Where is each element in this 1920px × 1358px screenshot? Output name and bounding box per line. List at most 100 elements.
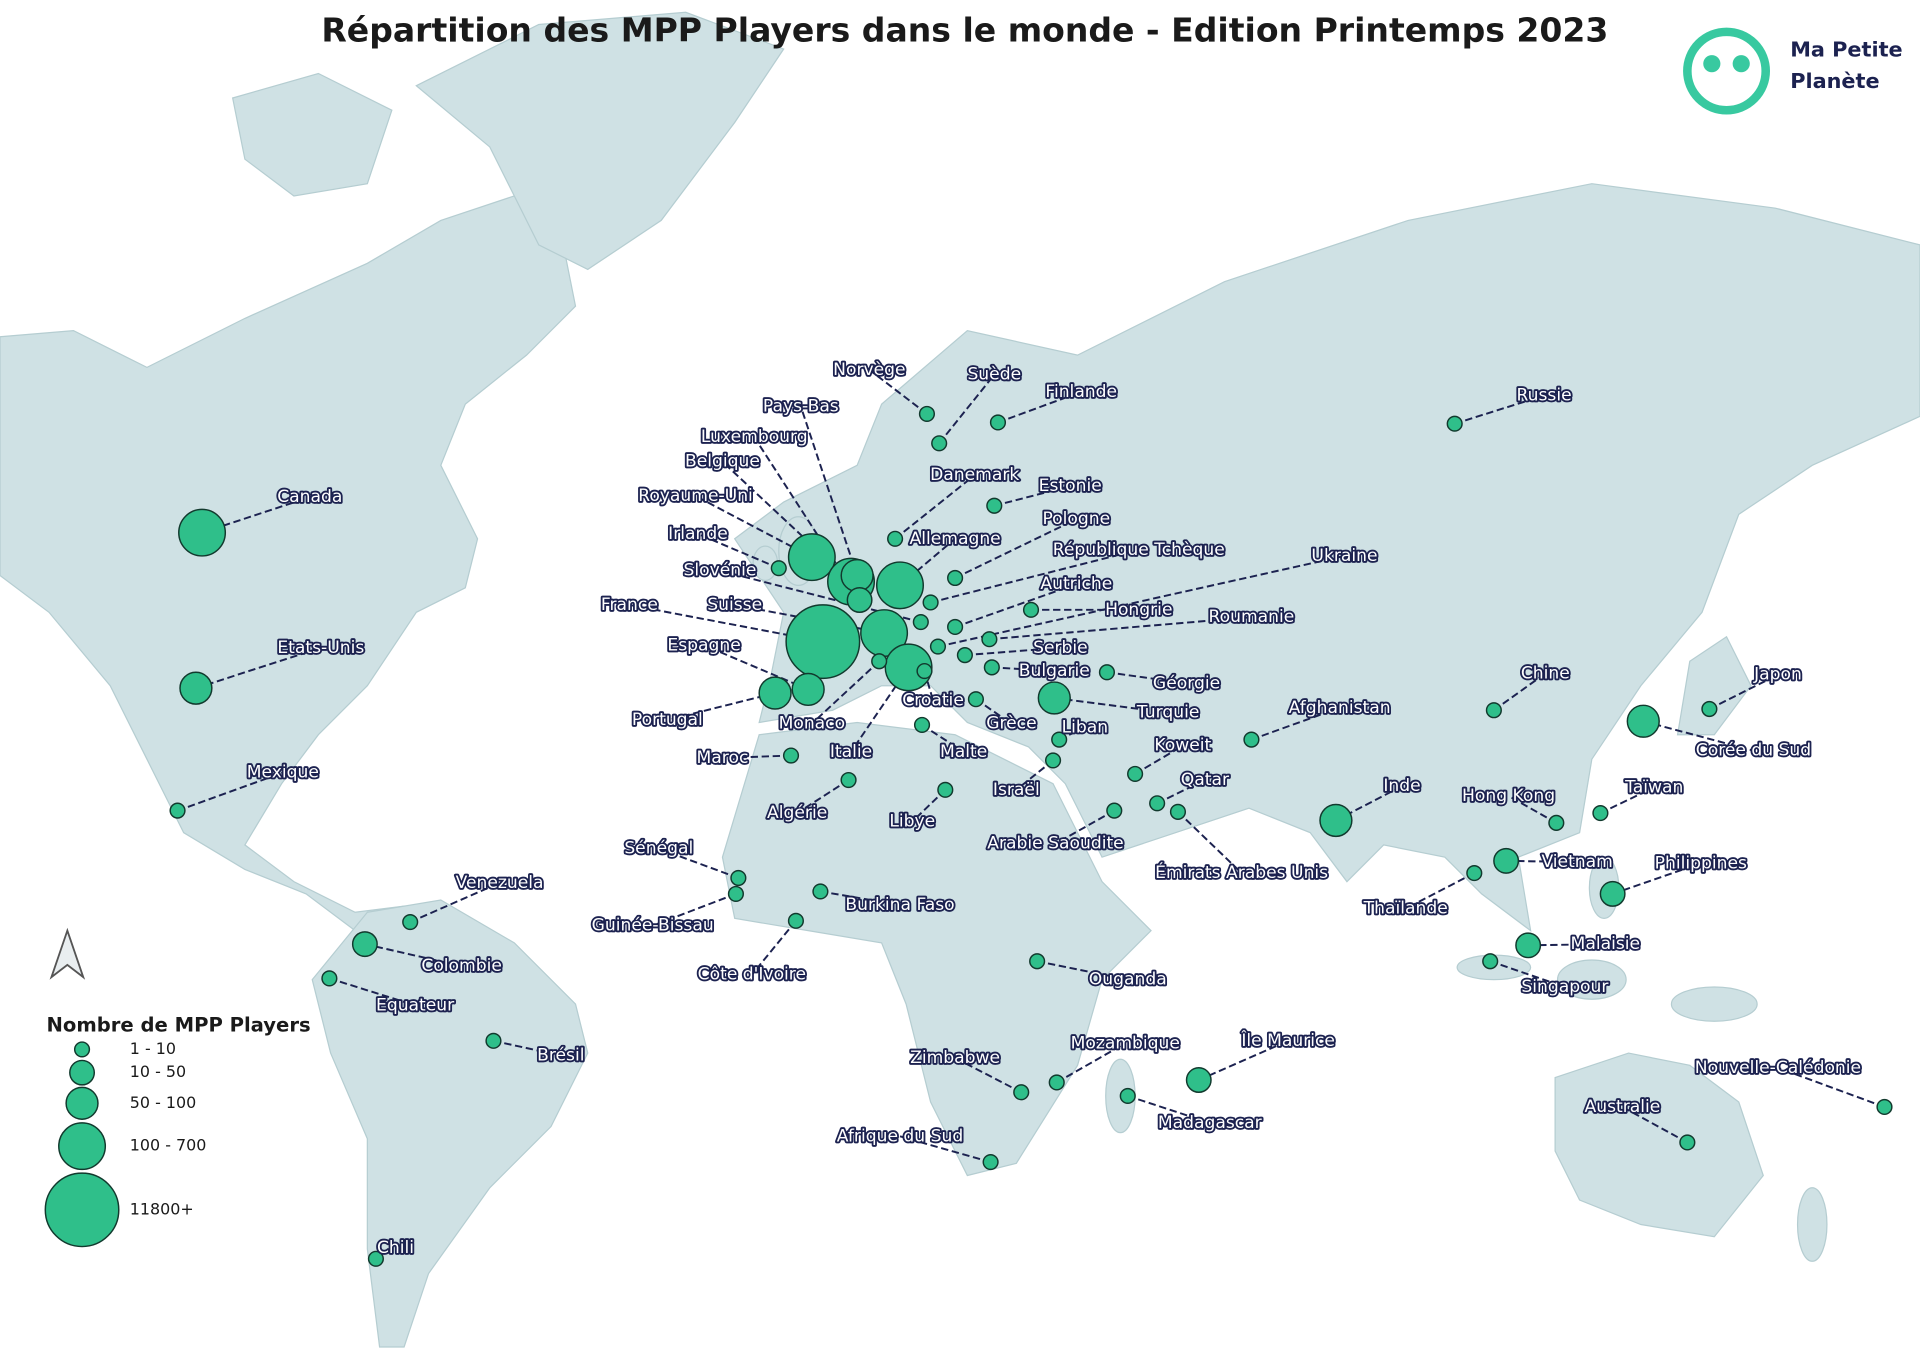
country-label: Canada (277, 487, 342, 507)
leader-line (954, 1057, 1022, 1094)
country-marker (912, 613, 929, 631)
country-label: Vietnam (1541, 852, 1612, 872)
country-label: Inde (1383, 776, 1420, 796)
leader-line (734, 603, 885, 635)
country-marker (918, 405, 936, 422)
country-label: Algérie (767, 803, 827, 823)
leader-lines (177, 369, 1885, 1260)
country-label: Luxembourg (701, 427, 808, 447)
country-label: Sénégal (624, 839, 693, 859)
country-marker (1048, 1074, 1065, 1091)
country-label: Autriche (1040, 574, 1112, 594)
country-label: Royaume-Uni (638, 486, 753, 506)
legend-title: Nombre de MPP Players (47, 1014, 311, 1037)
leader-line (868, 369, 928, 415)
country-label: Arabie Saoudite (987, 834, 1123, 854)
country-marker (916, 662, 933, 680)
map-title: Répartition des MPP Players dans le mond… (321, 10, 1608, 49)
country-label: Émirats Arabes Unis (1155, 861, 1328, 883)
country-marker (981, 631, 998, 648)
country-marker (1127, 765, 1144, 782)
country-label: Norvège (833, 360, 905, 380)
country-label: Chine (1521, 663, 1570, 683)
country-marker (983, 659, 1000, 676)
country-marker (1466, 865, 1483, 882)
legend-marker (65, 1086, 99, 1120)
leader-line (667, 692, 776, 721)
country-label: Mexique (247, 763, 319, 783)
country-label: Espagne (667, 635, 740, 655)
country-label: Maroc (697, 748, 749, 768)
legend: 1 - 10 10 - 50 50 - 100 100 - 700 11800+ (44, 1039, 206, 1248)
country-label: Malaisie (1571, 934, 1641, 954)
leader-line (894, 474, 976, 540)
country-marker (1013, 1084, 1030, 1101)
country-marker (812, 883, 829, 900)
leader-line (722, 754, 792, 759)
country-label: Serbie (1033, 638, 1088, 658)
leader-line (1777, 1066, 1885, 1108)
country-label: Burkina Faso (845, 895, 954, 915)
country-marker (1679, 1134, 1696, 1151)
country-label: Japon (1753, 665, 1802, 685)
country-label: Côte d'Ivoire (698, 965, 806, 985)
country-marker (758, 676, 792, 710)
country-label: Hong Kong (1462, 786, 1555, 806)
leader-line (921, 724, 965, 753)
country-marker (787, 912, 804, 929)
leader-line (1454, 394, 1545, 425)
country-marker (1592, 805, 1609, 822)
country-label: Finlande (1045, 382, 1117, 402)
country-marker (947, 569, 964, 587)
leader-line (493, 1039, 562, 1057)
country-marker (785, 604, 861, 680)
country-label: Grèce (986, 714, 1036, 734)
country-label: Hongrie (1105, 600, 1172, 620)
country-label: Australie (1585, 1097, 1661, 1117)
country-label: Allemagne (910, 529, 1001, 549)
country-marker (982, 1153, 999, 1171)
leader-line (1156, 779, 1206, 805)
logo-line: Ma Petite (1790, 37, 1902, 61)
country-marker (1106, 802, 1123, 819)
country-marker (846, 587, 873, 613)
country-label: Taïwan (1624, 777, 1683, 797)
country-label: Russie (1517, 386, 1572, 406)
country-label: Pays-Bas (763, 397, 839, 417)
leader-line (177, 771, 284, 812)
land (0, 11, 1920, 1348)
country-label: Italie (830, 742, 872, 762)
country-marker (727, 885, 744, 902)
country-label: Afrique du Sud (837, 1126, 963, 1146)
legend-label: 10 - 50 (130, 1062, 186, 1081)
country-marker (1626, 704, 1660, 738)
country-marker (1548, 814, 1565, 831)
country-label: Koweit (1154, 736, 1211, 756)
country-label: Singapour (1521, 977, 1609, 997)
country-marker (840, 558, 874, 593)
country-marker (887, 530, 904, 547)
country-marker (1185, 1067, 1212, 1093)
country-label: Ukraine (1311, 546, 1377, 566)
country-marker (931, 435, 948, 452)
country-marker (1149, 795, 1166, 812)
leader-line (1056, 1042, 1126, 1084)
country-marker (1169, 803, 1187, 820)
leader-line (1036, 960, 1128, 981)
country-marker (967, 691, 984, 708)
leader-line (899, 1135, 991, 1164)
country-marker (989, 414, 1007, 431)
leader-line (796, 779, 850, 814)
country-label: Roumanie (1209, 607, 1295, 627)
country-marker (1701, 700, 1718, 718)
country-label: Estonie (1039, 476, 1102, 496)
leader-line (1177, 811, 1243, 874)
country-label: Libye (889, 812, 935, 832)
country-marker (1876, 1098, 1893, 1116)
legend-label: 1 - 10 (130, 1039, 176, 1058)
country-marker (169, 802, 186, 819)
leader-line (937, 554, 1345, 648)
leader-line (1405, 872, 1475, 910)
country-label: Portugal (632, 710, 703, 730)
